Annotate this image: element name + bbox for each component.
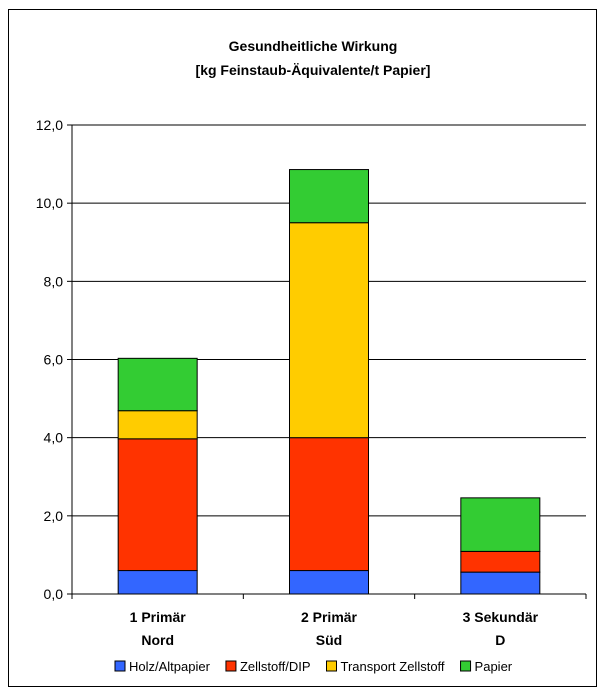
legend-swatch [326, 660, 337, 672]
bar-segment [289, 437, 369, 572]
y-tick-label: 10,0 [36, 195, 63, 211]
y-tick-label: 4,0 [44, 430, 64, 446]
x-category-label: 1 Primär [130, 609, 187, 625]
legend: Holz/Altpapier Zellstoff/DIP Transport Zel… [114, 659, 513, 674]
bar-segment [289, 570, 369, 595]
bar-segment [460, 550, 541, 573]
y-tick-label: 12,0 [36, 117, 63, 133]
x-category-label: Süd [316, 632, 342, 648]
bar-segment [460, 497, 541, 552]
bar-segment [117, 357, 198, 412]
axes [71, 125, 587, 599]
legend-label: Holz/Altpapier [129, 659, 211, 674]
legend-label: Zellstoff/DIP [240, 659, 311, 674]
legend-swatch [114, 660, 126, 672]
y-tick-label: 6,0 [44, 352, 64, 368]
bars [117, 169, 541, 595]
y-tick-label: 2,0 [44, 508, 64, 524]
chart-title-line1: Gesundheitliche Wirkung [229, 38, 398, 54]
bar-segment [117, 570, 198, 595]
bar-segment [289, 169, 369, 224]
legend-swatch [225, 660, 237, 672]
x-category-label: 3 Sekundär [463, 609, 539, 625]
bar-segment [289, 222, 369, 439]
chart-title-line2: [kg Feinstaub-Äquivalente/t Papier] [196, 62, 431, 78]
legend-label: Transport Zellstoff [341, 659, 445, 674]
bar-segment [460, 571, 541, 595]
x-category-label: 2 Primär [301, 609, 358, 625]
y-tick-label: 8,0 [44, 273, 64, 289]
x-axis-labels: 1 Primär Nord 2 Primär Süd 3 Sekundär D [130, 609, 539, 648]
bar-segment [117, 438, 198, 572]
x-category-label: Nord [141, 632, 174, 648]
legend-label: Papier [475, 659, 513, 674]
x-category-label: D [495, 632, 505, 648]
y-axis-ticks: 0,0 2,0 4,0 6,0 8,0 10,0 12,0 [36, 117, 72, 602]
legend-swatch [460, 660, 472, 672]
bar-segment [117, 410, 198, 440]
y-tick-label: 0,0 [44, 586, 64, 602]
